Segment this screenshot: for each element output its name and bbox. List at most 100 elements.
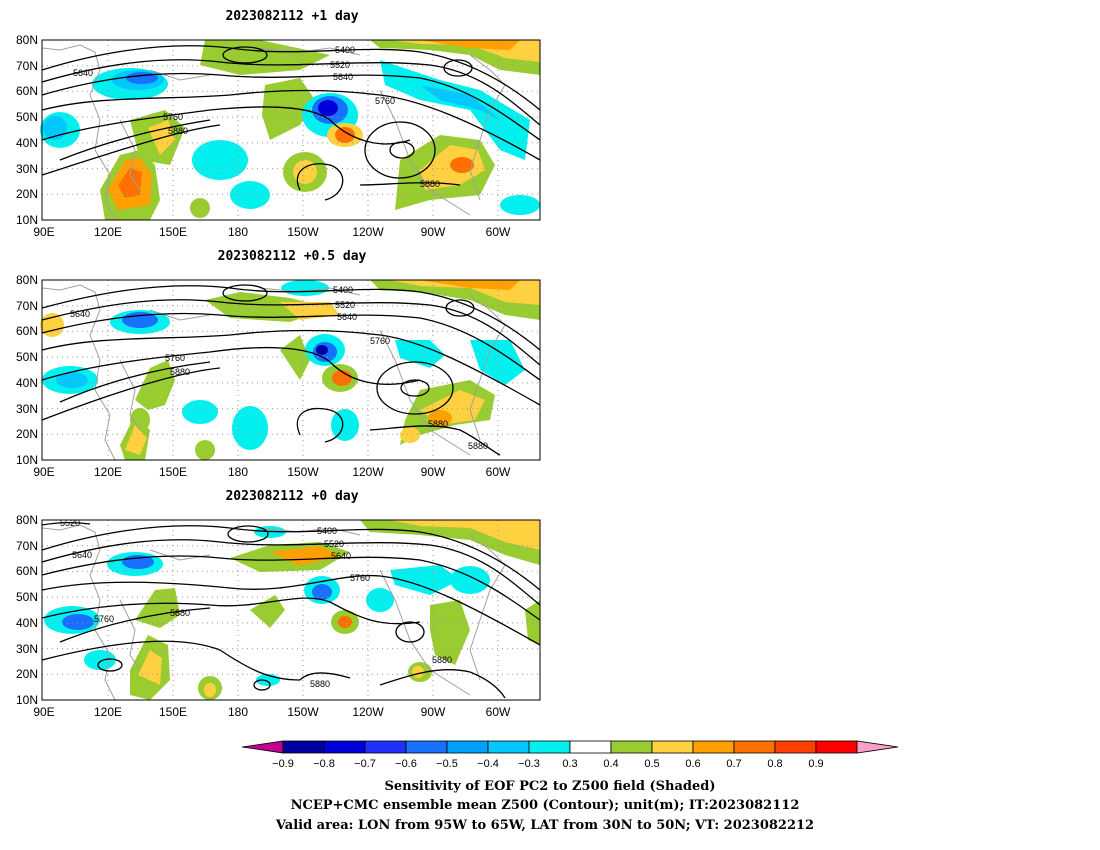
lon-axis: 90E 120E 150E 180 150W 120W 90W 60W: [33, 465, 511, 479]
colorbar-tick-label: 0.9: [808, 758, 823, 770]
svg-text:30N: 30N: [16, 642, 38, 656]
svg-text:40N: 40N: [16, 136, 38, 150]
colorbar-swatch: [323, 740, 366, 754]
svg-text:90E: 90E: [33, 225, 54, 239]
svg-text:70N: 70N: [16, 299, 38, 313]
colorbar-tick-label: 0.8: [767, 758, 782, 770]
svg-text:50N: 50N: [16, 350, 38, 364]
colorbar-tick-label: −0.5: [436, 758, 458, 770]
colorbar-swatch: [651, 740, 694, 754]
svg-text:90W: 90W: [421, 465, 446, 479]
lat-axis: 80N 70N 60N 50N 40N 30N 20N 10N: [16, 513, 38, 707]
panel-title: 2023082112 +0.5 day: [218, 249, 367, 264]
svg-text:5760: 5760: [163, 112, 183, 122]
svg-text:120W: 120W: [352, 225, 384, 239]
colorbar-swatch: [282, 740, 325, 754]
svg-text:10N: 10N: [16, 693, 38, 707]
svg-text:180: 180: [228, 705, 248, 719]
svg-text:60W: 60W: [486, 705, 511, 719]
svg-text:5640: 5640: [331, 551, 351, 561]
svg-text:180: 180: [228, 225, 248, 239]
colorbar-tick-label: −0.9: [272, 758, 294, 770]
colorbar-swatch: [405, 740, 448, 754]
svg-text:50N: 50N: [16, 110, 38, 124]
lon-axis: 90E 120E 150E 180 150W 120W 90W 60W: [33, 705, 511, 719]
svg-text:5760: 5760: [165, 353, 185, 363]
svg-text:60N: 60N: [16, 324, 38, 338]
svg-text:60W: 60W: [486, 465, 511, 479]
svg-text:5640: 5640: [337, 312, 357, 322]
svg-text:150W: 150W: [287, 465, 319, 479]
svg-text:60N: 60N: [16, 564, 38, 578]
caption-line-3: Valid area: LON from 95W to 65W, LAT fro…: [275, 818, 814, 833]
svg-text:5520: 5520: [335, 300, 355, 310]
svg-text:5760: 5760: [94, 614, 114, 624]
svg-text:180: 180: [228, 465, 248, 479]
panel-title: 2023082112 +1 day: [225, 9, 358, 24]
grid-lines: [42, 40, 540, 220]
colorbar-tick-label: 0.7: [726, 758, 741, 770]
colorbar-tick-label: −0.6: [395, 758, 417, 770]
svg-text:5880: 5880: [170, 608, 190, 618]
svg-text:150W: 150W: [287, 705, 319, 719]
colorbar-swatch: [733, 740, 776, 754]
svg-text:120E: 120E: [94, 705, 122, 719]
svg-text:70N: 70N: [16, 59, 38, 73]
map-border: [41, 279, 541, 461]
svg-text:80N: 80N: [16, 513, 38, 527]
colorbar-swatch: [692, 740, 735, 754]
colorbar-arrow-high: [856, 740, 899, 754]
svg-text:30N: 30N: [16, 162, 38, 176]
svg-text:60N: 60N: [16, 84, 38, 98]
svg-text:5640: 5640: [70, 309, 90, 319]
svg-text:120E: 120E: [94, 225, 122, 239]
coastlines: [41, 284, 506, 461]
svg-text:150E: 150E: [159, 225, 187, 239]
svg-text:150W: 150W: [287, 225, 319, 239]
contour-labels: 5520 5400 5520 5640 5640 5760 5760 5880 …: [60, 518, 452, 689]
svg-text:5400: 5400: [335, 45, 355, 55]
colorbar-tick-label: 0.3: [562, 758, 577, 770]
colorbar-tick-label: −0.7: [354, 758, 376, 770]
svg-text:5760: 5760: [370, 336, 390, 346]
svg-text:50N: 50N: [16, 590, 38, 604]
svg-text:5640: 5640: [72, 550, 92, 560]
caption-line-2: NCEP+CMC ensemble mean Z500 (Contour); u…: [291, 798, 800, 813]
svg-text:70N: 70N: [16, 539, 38, 553]
coastlines: [41, 524, 506, 701]
panel-title: 2023082112 +0 day: [225, 489, 358, 504]
svg-text:20N: 20N: [16, 667, 38, 681]
svg-text:5880: 5880: [420, 179, 440, 189]
svg-text:80N: 80N: [16, 273, 38, 287]
colorbar-arrow-low: [241, 740, 284, 754]
map-border: [41, 39, 541, 221]
svg-text:5880: 5880: [468, 441, 488, 451]
svg-text:150E: 150E: [159, 465, 187, 479]
grid-lines: [42, 280, 540, 460]
svg-text:90W: 90W: [421, 225, 446, 239]
z500-contours: [41, 45, 541, 201]
svg-text:30N: 30N: [16, 402, 38, 416]
colorbar: −0.9 −0.8 −0.7 −0.6 −0.5 −0.4 −0.3 0.3 0.4 0.5 0.6…: [241, 740, 899, 770]
svg-text:90E: 90E: [33, 465, 54, 479]
svg-text:150E: 150E: [159, 705, 187, 719]
panel-3: 2023082112 +0 day: [16, 489, 541, 719]
svg-text:120W: 120W: [352, 465, 384, 479]
svg-text:5760: 5760: [350, 573, 370, 583]
svg-text:120W: 120W: [352, 705, 384, 719]
colorbar-tick-label: −0.3: [518, 758, 540, 770]
svg-text:5520: 5520: [330, 60, 350, 70]
contour-labels: 5400 5520 5640 5640 5760 5760 5880 5880: [73, 45, 440, 189]
svg-text:5760: 5760: [375, 96, 395, 106]
svg-text:20N: 20N: [16, 427, 38, 441]
colorbar-swatch: [528, 740, 571, 754]
colorbar-tick-label: 0.4: [603, 758, 618, 770]
svg-text:90W: 90W: [421, 705, 446, 719]
colorbar-swatch: [815, 740, 858, 754]
colorbar-swatch: [487, 740, 530, 754]
svg-text:5520: 5520: [60, 518, 80, 528]
sensitivity-shading: [44, 520, 540, 700]
map-border: [41, 519, 541, 701]
svg-text:5880: 5880: [432, 655, 452, 665]
